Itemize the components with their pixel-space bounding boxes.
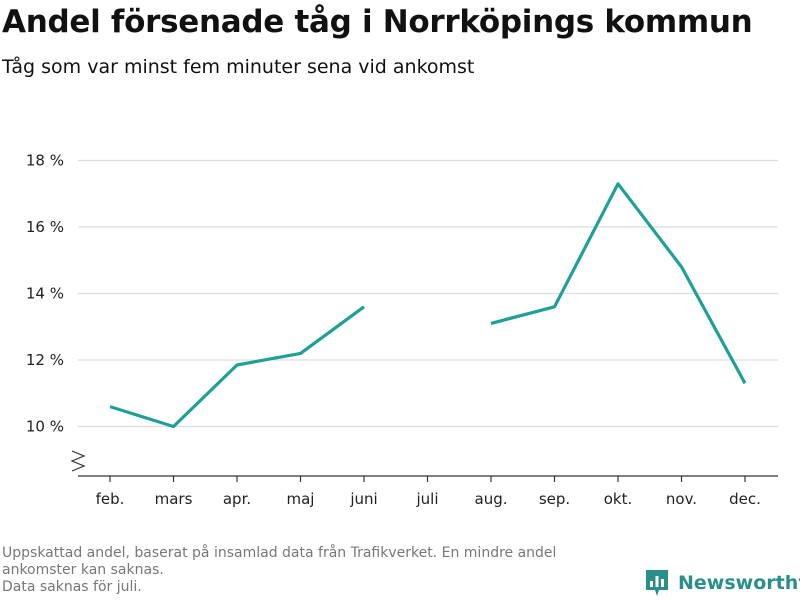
x-tick-label: dec. <box>729 490 761 508</box>
axis-break-icon <box>70 450 86 472</box>
series-lines <box>109 182 747 429</box>
series-line-segment <box>109 305 365 429</box>
y-axis-tick-labels: 10 % 12 % 14 % 16 % 18 % <box>26 152 64 436</box>
x-axis-tick-labels: feb. mars apr. maj juni juli aug. sep. okt. nov. d… <box>96 490 761 508</box>
y-tick-label: 14 % <box>26 285 64 303</box>
x-tick-label: maj <box>287 490 315 508</box>
y-tick-label: 12 % <box>26 351 64 369</box>
x-tick-label: mars <box>155 490 193 508</box>
gridlines <box>78 159 778 428</box>
x-tick-label: nov. <box>666 490 697 508</box>
x-tick-label: feb. <box>96 490 125 508</box>
line-chart: 10 % 12 % 14 % 16 % 18 % feb. mars apr. maj juni… <box>26 152 778 508</box>
x-tick-label: aug. <box>475 490 508 508</box>
x-tick-label: okt. <box>604 490 633 508</box>
y-tick-label: 16 % <box>26 218 64 236</box>
chart-title: Andel försenade tåg i Norrköpings kommun <box>2 4 753 40</box>
x-axis <box>70 450 778 482</box>
footnote-line-2: ankomster kan saknas. <box>2 562 164 578</box>
x-tick-label: juli <box>415 490 438 508</box>
y-tick-label: 18 % <box>26 152 64 170</box>
footnote-line-3: Data saknas för juli. <box>2 579 142 595</box>
series-line-segment <box>490 182 747 385</box>
brand-name: Newsworthy <box>678 572 800 594</box>
y-tick-label: 10 % <box>26 418 64 436</box>
footnote-line-1: Uppskattad andel, baserat på insamlad da… <box>2 545 557 561</box>
footnote: Uppskattad andel, baserat på insamlad da… <box>2 545 632 596</box>
newsworthy-logo-icon <box>646 570 668 596</box>
x-tick-label: sep. <box>539 490 570 508</box>
x-tick-label: juni <box>349 490 377 508</box>
chart-subtitle: Tåg som var minst fem minuter sena vid a… <box>2 56 475 78</box>
brand-logo: Newsworthy <box>644 568 800 598</box>
x-tick-label: apr. <box>223 490 251 508</box>
